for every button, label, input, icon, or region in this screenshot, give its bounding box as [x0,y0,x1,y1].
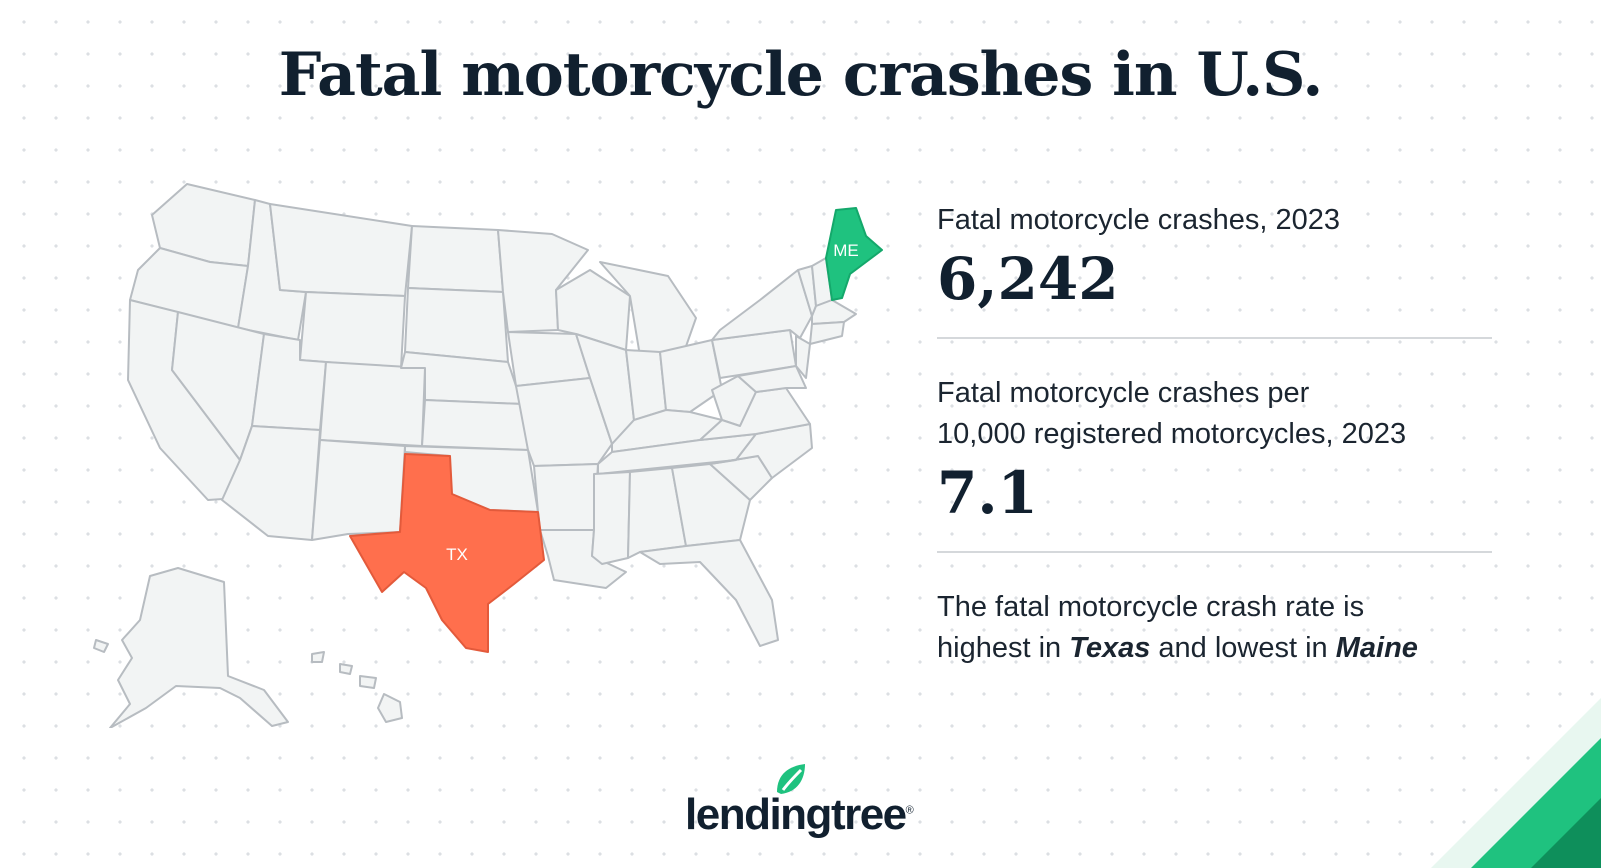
state-new-jersey [795,335,811,379]
stat-rate-label: Fatal motorcycle crashes per 10,000 regi… [937,373,1492,455]
state-kansas [421,399,529,451]
divider [937,551,1492,553]
state-maine [825,207,883,301]
state-florida [639,539,779,647]
alaska-island [93,639,109,653]
state-hawaii [311,651,403,723]
stat-rate-label-line2: 10,000 registered motorcycles, 2023 [937,418,1407,450]
state-label-me: ME [833,241,859,260]
leaf-icon [777,764,805,794]
logo-wordmark: lendingtree® [685,790,914,840]
state-new-york [711,269,813,341]
logo-registered-mark: ® [905,804,914,817]
state-georgia [671,463,751,547]
stat-crashes-value: 6,242 [937,245,1119,313]
state-maryland-delaware [737,365,807,393]
alaska-hawaii [93,567,403,728]
divider [937,337,1492,339]
note-mid-start: highest in [937,632,1070,664]
note-high-state: Texas [1069,632,1151,664]
state-label-tx: TX [446,545,468,564]
state-virginia [699,387,811,441]
logo-text-right: tree [830,790,907,839]
state-north-dakota [407,225,504,293]
us-map: TX ME [93,183,883,728]
corner-decoration [1431,698,1601,868]
logo-text-left: lending [685,790,832,839]
state-colorado [319,361,426,447]
stat-rate-value: 7.1 [937,459,1038,527]
state-connecticut-rhode-island [809,321,845,345]
state-mississippi [591,471,631,565]
state-ohio [659,339,723,413]
lower-48-states: TX ME [127,183,883,653]
state-south-dakota [404,287,509,363]
stat-rate-label-line1: Fatal motorcycle crashes per [937,377,1310,409]
state-arkansas [533,463,599,531]
page-title: Fatal motorcycle crashes in U.S. [278,40,1323,110]
note-prefix: The fatal motorcycle crash rate is [937,591,1365,623]
note-mid: and lowest in [1150,632,1336,664]
lendingtree-logo: lendingtree® [685,762,917,842]
state-montana [269,203,413,297]
stats-panel: Fatal motorcycle crashes, 2023 6,242 Fat… [937,200,1492,669]
rate-note: The fatal motorcycle crash rate is highe… [937,587,1492,669]
state-wyoming [299,291,406,369]
state-texas [349,453,545,653]
note-low-state: Maine [1335,632,1418,664]
stat-crashes-label: Fatal motorcycle crashes, 2023 [937,204,1340,236]
state-alaska [109,567,289,728]
state-new-mexico [311,439,406,541]
